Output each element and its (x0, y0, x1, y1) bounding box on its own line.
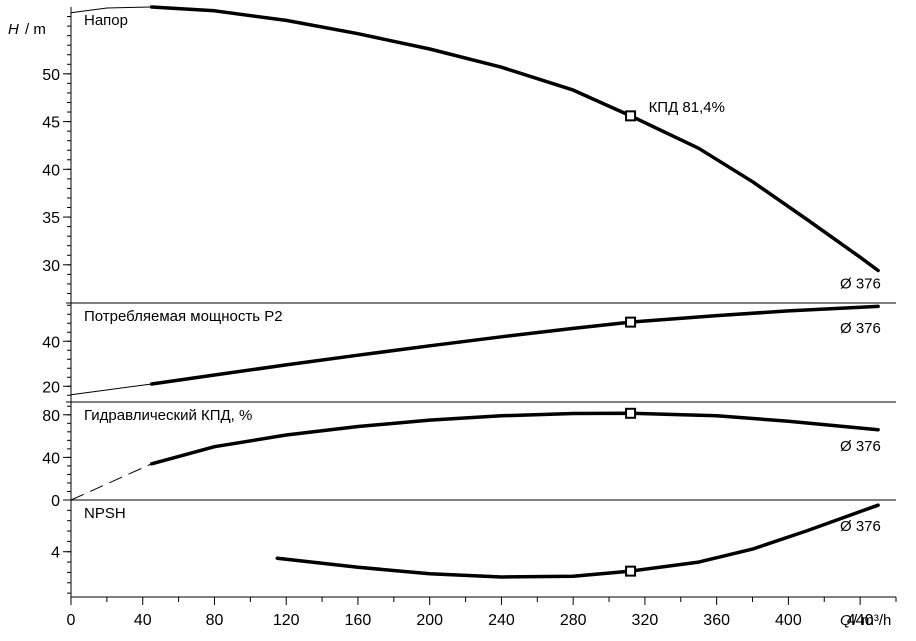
x-tick-label: 400 (775, 612, 802, 629)
efficiency-annotation: КПД 81,4% (649, 99, 725, 116)
curve-layer (70, 5, 880, 579)
y-tick-label: 45 (42, 115, 60, 132)
y-tick-label: 40 (42, 162, 60, 179)
panel-title-power: Потребляемая мощность P2 (84, 308, 283, 325)
duty-point-head (625, 110, 637, 122)
diameter-label-power: Ø 376 (840, 320, 881, 337)
y-axis-unit: / m (25, 21, 46, 38)
chart-frame (66, 7, 896, 598)
x-axis-symbol: Q (840, 612, 852, 629)
panel-title-head: Напор (84, 12, 128, 29)
curve-extension-power (70, 383, 152, 396)
x-tick-label: 120 (273, 612, 300, 629)
curve-head (149, 5, 880, 273)
duty-point-power (625, 316, 637, 328)
x-axis-unit: / m³/h (853, 612, 891, 629)
panel-title-efficiency: Гидравлический КПД, % (84, 407, 252, 424)
x-tick-label: 320 (632, 612, 659, 629)
y-tick-label: 40 (42, 334, 60, 351)
duty-point-efficiency (625, 407, 637, 419)
x-tick-label: 40 (134, 612, 152, 629)
curve-npsh (275, 503, 880, 579)
curve-power (149, 304, 880, 386)
y-tick-label: 20 (42, 379, 60, 396)
y-tick-label: 40 (42, 450, 60, 467)
panel-title-npsh: NPSH (84, 505, 126, 522)
y-tick-label: 80 (42, 408, 60, 425)
y-tick-label: 50 (42, 67, 60, 84)
x-tick-label: 200 (416, 612, 443, 629)
y-tick-label: 35 (42, 210, 60, 227)
x-tick-label: 280 (560, 612, 587, 629)
x-tick-label: 360 (703, 612, 730, 629)
y-tick-label: 4 (51, 545, 60, 562)
y-axis-symbol: H (8, 21, 19, 38)
y-tick-label: 0 (51, 493, 60, 510)
x-tick-label: 0 (67, 612, 76, 629)
duty-point-npsh (625, 565, 637, 577)
y-tick-label: 30 (42, 258, 60, 275)
diameter-label-head: Ø 376 (840, 276, 881, 293)
x-tick-label: 440 (847, 612, 874, 629)
x-tick-label: 160 (345, 612, 372, 629)
curve-efficiency (149, 411, 880, 466)
tick-layer (63, 16, 897, 605)
x-tick-label: 80 (206, 612, 224, 629)
curve-extension-efficiency (70, 463, 152, 501)
diameter-label-efficiency: Ø 376 (840, 438, 881, 455)
x-tick-label: 240 (488, 612, 515, 629)
diameter-label-npsh: Ø 376 (840, 518, 881, 535)
curve-extension-head (70, 6, 152, 14)
